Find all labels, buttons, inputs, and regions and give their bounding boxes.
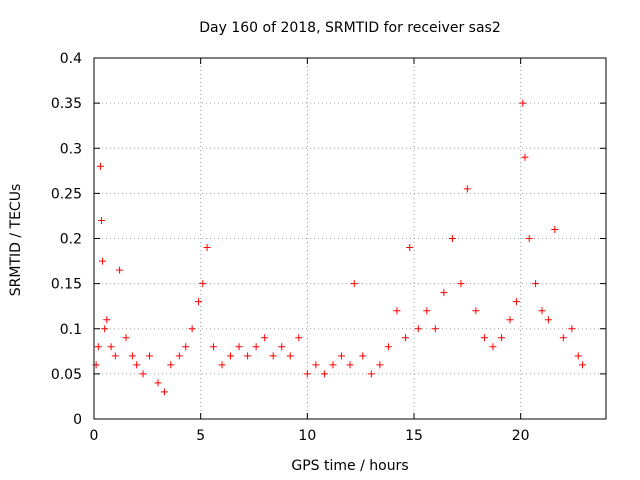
data-point: [431, 325, 439, 333]
data-point: [103, 316, 111, 324]
data-point: [101, 325, 109, 333]
data-point: [218, 361, 226, 369]
data-point: [94, 343, 102, 351]
data-point: [519, 99, 527, 107]
data-point: [525, 235, 533, 242]
plot-frame: [93, 57, 607, 420]
y-tick-label: 0: [73, 412, 82, 428]
data-point: [559, 334, 567, 342]
data-point: [521, 153, 529, 161]
data-point: [544, 316, 552, 324]
data-point: [199, 280, 207, 288]
data-point: [337, 352, 345, 360]
data-point: [406, 244, 414, 252]
data-point: [261, 334, 269, 342]
y-tick-label: 0.25: [51, 186, 82, 202]
data-point: [167, 361, 175, 369]
data-point: [286, 352, 294, 360]
tick-layer: 0 0.05 0.1 0.15 0.2 0.25 0.3 0.35 0.4 0 5 10 15 20: [51, 51, 606, 444]
y-tick-label: 0.15: [51, 277, 82, 293]
data-point: [497, 334, 505, 342]
data-point: [480, 334, 488, 342]
data-point: [295, 334, 303, 342]
data-point: [384, 343, 392, 351]
data-point: [320, 370, 328, 378]
x-tick-label: 20: [512, 428, 530, 444]
y-tick-label: 0.35: [51, 96, 82, 112]
data-point: [393, 307, 401, 315]
grid-layer: [94, 58, 606, 419]
y-tick-label: 0.4: [60, 51, 82, 67]
data-point: [551, 225, 559, 233]
data-point: [96, 162, 104, 170]
data-point: [472, 307, 480, 315]
data-point: [145, 352, 153, 360]
x-tick-label: 5: [196, 428, 205, 444]
y-axis-label: SRMTID / TECUs: [8, 184, 24, 297]
data-point: [99, 257, 107, 265]
data-point: [579, 361, 587, 369]
data-point: [209, 343, 217, 351]
data-point: [350, 280, 358, 288]
data-point: [203, 244, 211, 252]
data-point: [188, 325, 196, 333]
data-point: [346, 361, 354, 369]
x-tick-label: 10: [298, 428, 316, 444]
data-point: [133, 361, 141, 369]
data-point: [97, 216, 105, 224]
data-point: [195, 298, 203, 306]
data-point: [107, 343, 115, 351]
x-axis-label: GPS time / hours: [291, 458, 408, 474]
x-tick-label: 15: [405, 428, 423, 444]
data-point: [175, 352, 183, 360]
data-point: [139, 370, 147, 378]
data-point: [423, 307, 431, 315]
x-tick-label: 0: [90, 428, 99, 444]
y-tick-label: 0.2: [60, 232, 82, 248]
data-point: [376, 361, 384, 369]
data-point: [489, 343, 497, 351]
data-point: [312, 361, 320, 369]
data-point: [568, 325, 576, 333]
data-point: [160, 388, 168, 396]
data-point: [506, 316, 514, 324]
data-point: [463, 185, 471, 193]
data-point: [227, 352, 235, 360]
data-point: [244, 352, 252, 360]
data-point: [532, 280, 540, 288]
data-point: [252, 343, 260, 351]
data-point: [235, 343, 243, 351]
y-tick-label: 0.3: [60, 141, 82, 157]
data-point: [116, 266, 124, 274]
data-point: [538, 307, 546, 315]
data-point: [367, 370, 375, 378]
chart-title: Day 160 of 2018, SRMTID for receiver sas…: [199, 20, 501, 36]
y-tick-label: 0.1: [60, 322, 82, 338]
data-point: [303, 370, 311, 378]
data-point: [440, 289, 448, 297]
data-point: [512, 298, 520, 306]
data-point: [414, 325, 422, 333]
data-point: [111, 352, 119, 360]
data-point: [448, 235, 456, 242]
data-point: [329, 361, 337, 369]
y-tick-label: 0.05: [51, 367, 82, 383]
data-point: [574, 352, 582, 360]
data-point: [359, 352, 367, 360]
data-point: [154, 379, 162, 387]
data-point: [278, 343, 286, 351]
data-point: [269, 352, 277, 360]
data-point: [457, 280, 465, 288]
data-point: [182, 343, 190, 351]
data-point: [122, 334, 130, 342]
data-point: [128, 352, 136, 360]
data-point: [401, 334, 409, 342]
points-layer: [92, 99, 587, 396]
